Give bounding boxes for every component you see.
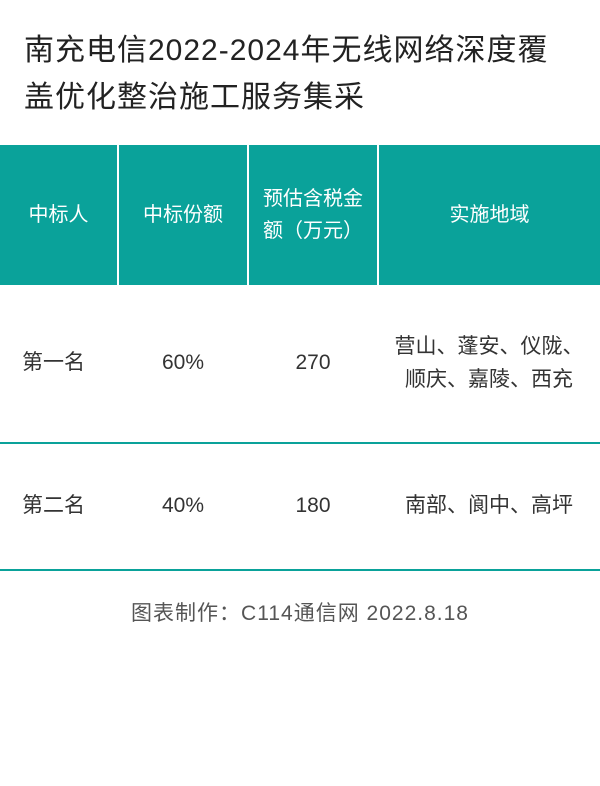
page-title: 南充电信2022-2024年无线网络深度覆盖优化整治施工服务集采	[0, 0, 600, 145]
cell-share: 40%	[118, 443, 248, 570]
cell-amount: 270	[248, 285, 378, 443]
cell-amount: 180	[248, 443, 378, 570]
col-header-share: 中标份额	[118, 145, 248, 285]
cell-rank: 第一名	[0, 285, 118, 443]
cell-share: 60%	[118, 285, 248, 443]
table-row: 第一名 60% 270 营山、蓬安、仪陇、顺庆、嘉陵、西充	[0, 285, 600, 443]
footer-credit: 图表制作：C114通信网 2022.8.18	[0, 571, 600, 627]
col-header-region: 实施地域	[378, 145, 600, 285]
cell-region: 营山、蓬安、仪陇、顺庆、嘉陵、西充	[378, 285, 600, 443]
cell-region: 南部、阆中、高坪	[378, 443, 600, 570]
col-header-amount: 预估含税金额（万元）	[248, 145, 378, 285]
cell-rank: 第二名	[0, 443, 118, 570]
table-row: 第二名 40% 180 南部、阆中、高坪	[0, 443, 600, 570]
col-header-bidder: 中标人	[0, 145, 118, 285]
bid-table: 中标人 中标份额 预估含税金额（万元） 实施地域 第一名 60% 270 营山、…	[0, 145, 600, 571]
table-header-row: 中标人 中标份额 预估含税金额（万元） 实施地域	[0, 145, 600, 285]
